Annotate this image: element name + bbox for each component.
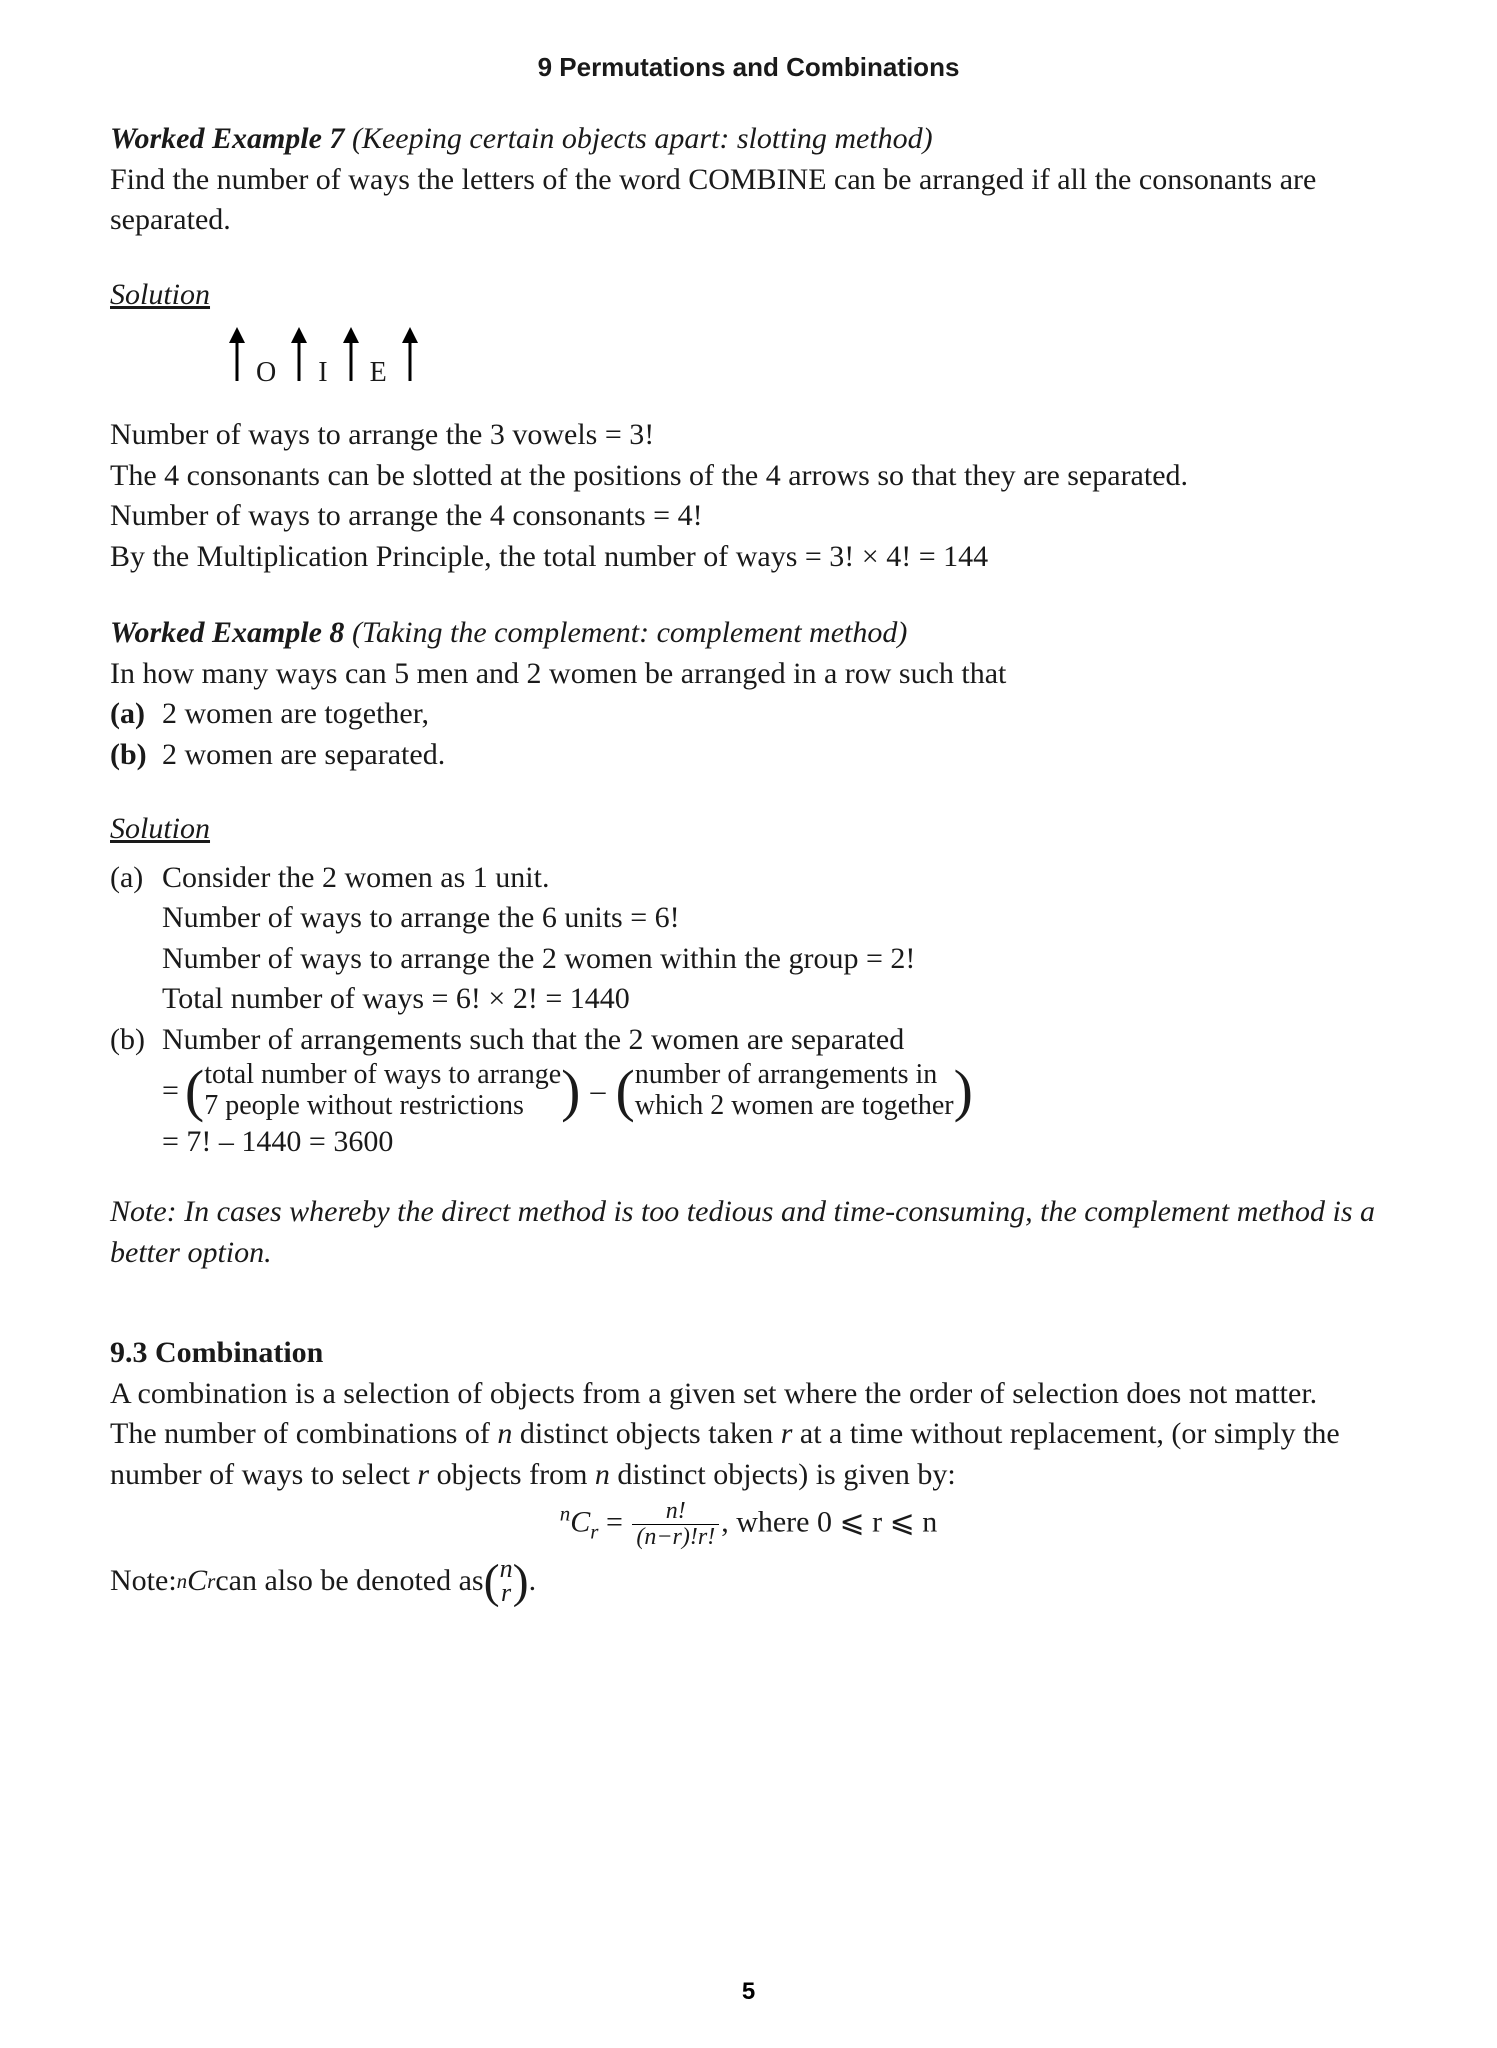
vowel-I: I bbox=[318, 359, 327, 387]
up-arrow-icon bbox=[344, 327, 358, 381]
worked-example-8-title: Worked Example 8 (Taking the complement:… bbox=[110, 613, 1387, 654]
we8-sb-l1: Number of arrangements such that the 2 w… bbox=[162, 1020, 1387, 1061]
we7-line3: Number of ways to arrange the 4 consonan… bbox=[110, 496, 1387, 537]
sec93-note: Note: nCr can also be denoted as ( n r )… bbox=[110, 1557, 1387, 1606]
up-arrow-icon bbox=[230, 327, 244, 381]
var-n: n bbox=[497, 1417, 512, 1450]
page-number: 5 bbox=[0, 1978, 1497, 2006]
we8-subtitle: (Taking the complement: complement metho… bbox=[344, 616, 907, 649]
left-paren-icon: ( bbox=[185, 1065, 204, 1117]
binom-r: r bbox=[500, 1581, 513, 1606]
we7-line1: Number of ways to arrange the 3 vowels =… bbox=[110, 415, 1387, 456]
eq-g2-top: number of arrangements in bbox=[635, 1060, 954, 1091]
vowel-O: O bbox=[256, 359, 276, 387]
note-mid: can also be denoted as bbox=[215, 1561, 483, 1602]
formula-fraction: n!(n−r)!r! bbox=[632, 1499, 719, 1550]
var-n: n bbox=[595, 1458, 610, 1491]
eq-g2-bot: which 2 women are together bbox=[635, 1091, 954, 1122]
we7-solution-label: Solution bbox=[110, 275, 1387, 316]
we7-label: Worked Example 7 bbox=[110, 122, 344, 155]
right-paren-icon: ) bbox=[561, 1065, 580, 1117]
we8-sb-marker: (b) bbox=[110, 1020, 162, 1061]
binom-notation: ( n r ) bbox=[484, 1557, 529, 1606]
formula-num: n! bbox=[666, 1498, 686, 1524]
chapter-header: 9 Permutations and Combinations bbox=[110, 50, 1387, 85]
formula-den: (n−r)!r! bbox=[636, 1524, 715, 1550]
formula-C: C bbox=[570, 1506, 590, 1539]
left-paren-icon: ( bbox=[484, 1560, 500, 1603]
paren-group-2: ( number of arrangements in which 2 wome… bbox=[615, 1060, 972, 1122]
up-arrow-icon bbox=[403, 327, 417, 381]
formula-tail: , where 0 ⩽ r ⩽ n bbox=[721, 1506, 937, 1539]
we8-complement-equation: = ( total number of ways to arrange 7 pe… bbox=[162, 1060, 1387, 1122]
sec93-p2b: distinct objects taken bbox=[512, 1417, 780, 1450]
note-pre: Note: bbox=[110, 1561, 177, 1602]
we8-sol-a: (a) Consider the 2 women as 1 unit. bbox=[110, 858, 1387, 899]
sec93-p2d: objects from bbox=[429, 1458, 595, 1491]
we8-part-b: (b) 2 women are separated. bbox=[110, 735, 1387, 776]
sec93-p2: The number of combinations of n distinct… bbox=[110, 1414, 1387, 1495]
we7-subtitle: (Keeping certain objects apart: slotting… bbox=[344, 122, 932, 155]
right-paren-icon: ) bbox=[954, 1065, 973, 1117]
we7-line2: The 4 consonants can be slotted at the p… bbox=[110, 456, 1387, 497]
we8-note: Note: In cases whereby the direct method… bbox=[110, 1192, 1387, 1273]
slotting-arrow-diagram: O I E bbox=[230, 323, 1387, 387]
we8-sa-l1: Consider the 2 women as 1 unit. bbox=[162, 858, 1387, 899]
we7-line4: By the Multiplication Principle, the tot… bbox=[110, 537, 1387, 578]
we8-intro: In how many ways can 5 men and 2 women b… bbox=[110, 654, 1387, 695]
left-paren-icon: ( bbox=[615, 1065, 634, 1117]
formula-sup-n: n bbox=[560, 1502, 571, 1526]
minus-sign: – bbox=[590, 1071, 605, 1112]
we8-sa-marker: (a) bbox=[110, 858, 162, 899]
vowel-E: E bbox=[370, 359, 387, 387]
we8-b-marker: (b) bbox=[110, 735, 162, 776]
combination-formula: nCr = n!(n−r)!r!, where 0 ⩽ r ⩽ n bbox=[110, 1499, 1387, 1550]
var-r: r bbox=[781, 1417, 793, 1450]
we8-sa-l4: Total number of ways = 6! × 2! = 1440 bbox=[162, 979, 1387, 1020]
we8-sa-l2: Number of ways to arrange the 6 units = … bbox=[162, 898, 1387, 939]
we8-sol-b: (b) Number of arrangements such that the… bbox=[110, 1020, 1387, 1061]
eq-g1-top: total number of ways to arrange bbox=[204, 1060, 561, 1091]
eq-g1-bot: 7 people without restrictions bbox=[204, 1091, 561, 1122]
we8-a-marker: (a) bbox=[110, 694, 162, 735]
we8-sb-l3: = 7! – 1440 = 3600 bbox=[162, 1122, 1387, 1163]
we8-label: Worked Example 8 bbox=[110, 616, 344, 649]
we7-question: Find the number of ways the letters of t… bbox=[110, 160, 1387, 241]
var-r: r bbox=[417, 1458, 429, 1491]
note-sup-n: n bbox=[177, 1567, 188, 1595]
sec93-p1: A combination is a selection of objects … bbox=[110, 1374, 1387, 1415]
sec93-p2e: distinct objects) is given by: bbox=[610, 1458, 956, 1491]
note-sub-r: r bbox=[207, 1567, 215, 1595]
sec93-p2a: The number of combinations of bbox=[110, 1417, 497, 1450]
worked-example-7-title: Worked Example 7 (Keeping certain object… bbox=[110, 119, 1387, 160]
we8-b-text: 2 women are separated. bbox=[162, 735, 1387, 776]
right-paren-icon: ) bbox=[513, 1560, 529, 1603]
section-9-3-title: 9.3 Combination bbox=[110, 1333, 1387, 1374]
we8-part-a: (a) 2 women are together, bbox=[110, 694, 1387, 735]
we8-a-text: 2 women are together, bbox=[162, 694, 1387, 735]
equals-sign: = bbox=[162, 1071, 179, 1112]
up-arrow-icon bbox=[292, 327, 306, 381]
we8-solution-label: Solution bbox=[110, 809, 1387, 850]
formula-eq: = bbox=[598, 1506, 630, 1539]
we8-sa-l3: Number of ways to arrange the 2 women wi… bbox=[162, 939, 1387, 980]
note-C: C bbox=[187, 1561, 207, 1602]
note-post: . bbox=[529, 1561, 537, 1602]
paren-group-1: ( total number of ways to arrange 7 peop… bbox=[185, 1060, 581, 1122]
